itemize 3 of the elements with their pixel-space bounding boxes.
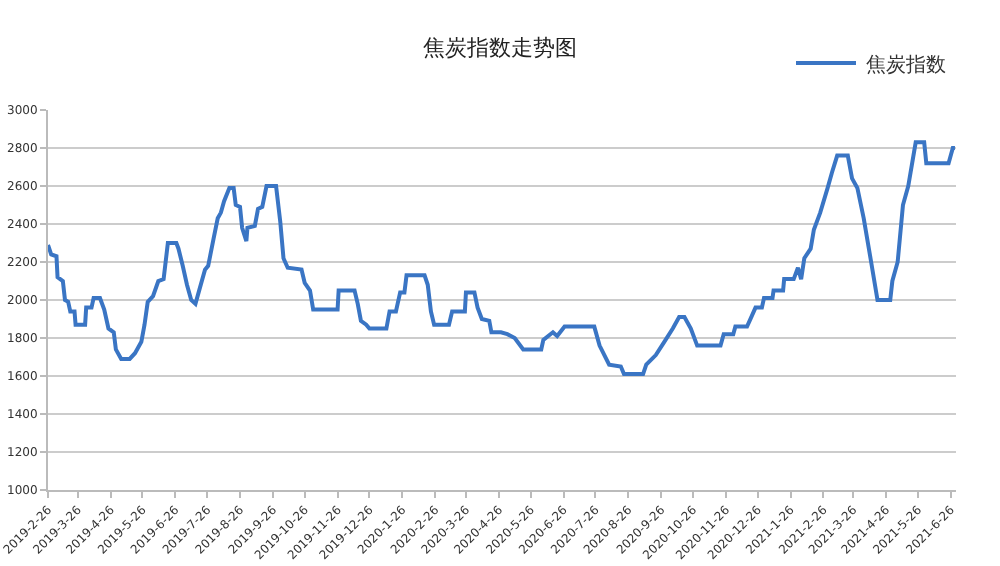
line-series: [48, 140, 956, 377]
chart-title: 焦炭指数走势图: [423, 35, 577, 62]
legend-label: 焦炭指数: [866, 52, 946, 77]
